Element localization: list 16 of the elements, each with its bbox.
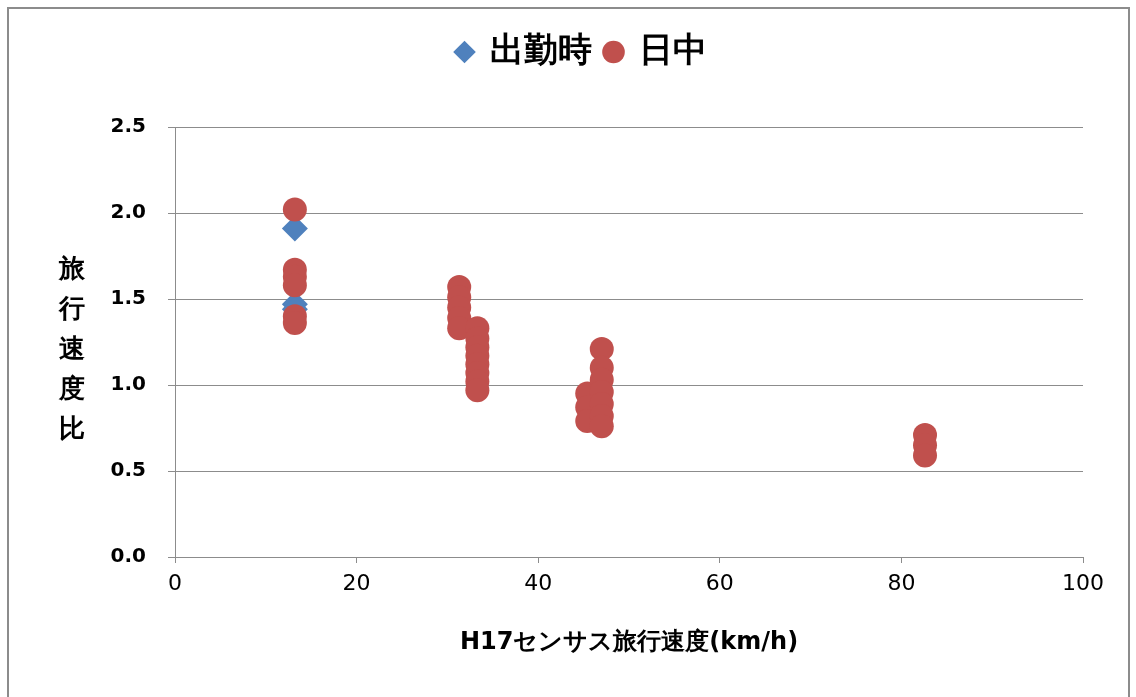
- y-tick-label: 0.5: [110, 457, 146, 482]
- x-tick-label: 40: [524, 569, 553, 595]
- y-tick-label: 1.0: [110, 371, 146, 396]
- x-tick-label: 20: [342, 569, 371, 595]
- y-tick-label: 2.5: [110, 113, 146, 138]
- x-tick-label: 0: [168, 569, 182, 595]
- y-tick-label: 0.0: [110, 543, 146, 568]
- x-axis-title: H17センサス旅行速度(km/h): [459, 626, 799, 655]
- legend-label: 出勤時: [489, 28, 592, 69]
- x-tick-label: 100: [1062, 569, 1104, 595]
- x-tick-label: 80: [887, 569, 916, 595]
- y-tick-label: 1.5: [110, 285, 146, 310]
- y-tick-label: 2.0: [110, 199, 146, 224]
- legend-label: 日中: [638, 28, 707, 69]
- y-axis-title: 旅行速度比: [58, 252, 86, 445]
- x-tick-label: 60: [705, 569, 734, 595]
